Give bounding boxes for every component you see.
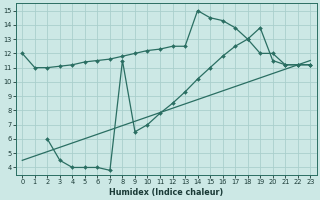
X-axis label: Humidex (Indice chaleur): Humidex (Indice chaleur) (109, 188, 223, 197)
